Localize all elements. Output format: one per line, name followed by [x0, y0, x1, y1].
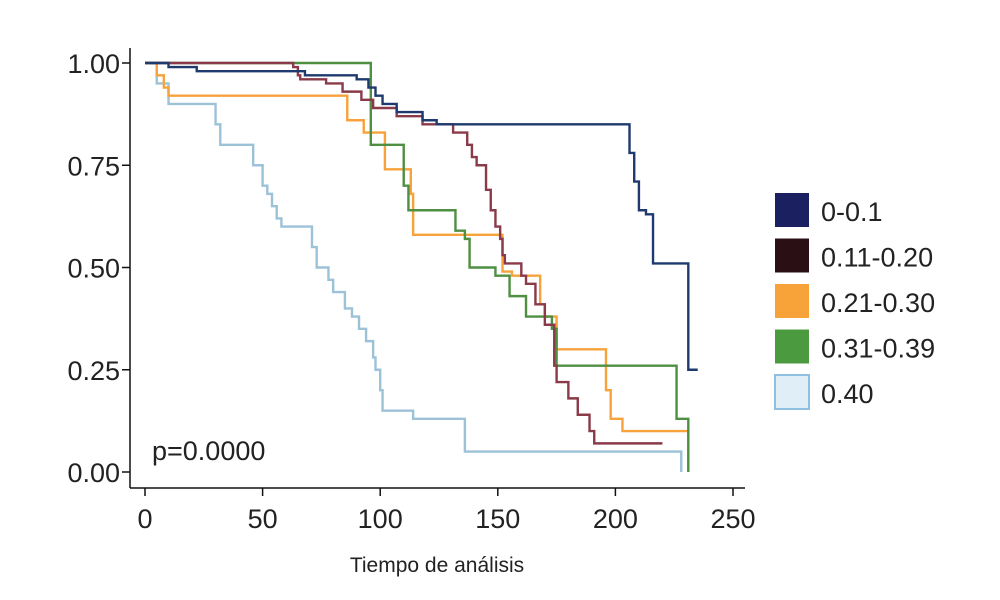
- legend-label: 0.40: [821, 379, 874, 409]
- series-layer: [145, 61, 698, 472]
- chart-axes: [129, 48, 745, 489]
- y-tick-label: 0.00: [67, 458, 120, 488]
- series-line-0.11-0.20: [145, 61, 663, 445]
- y-tick-label: 0.25: [67, 356, 120, 386]
- series-line-0.21-0.30: [145, 61, 690, 472]
- x-tick-label: 50: [248, 504, 278, 534]
- series-line-0.31-0.39: [145, 61, 690, 472]
- legend-label: 0.11-0.20: [821, 243, 933, 273]
- legend-swatch: [775, 193, 809, 227]
- legend-swatch: [774, 374, 810, 410]
- x-tick-label: 150: [475, 504, 520, 534]
- x-tick-label: 200: [593, 504, 638, 534]
- x-axis-title: Tiempo de análisis: [350, 554, 524, 577]
- x-tick-label: 0: [137, 504, 152, 534]
- series-line-0-0.1: [145, 61, 698, 371]
- y-ticks: 0.00 0.25 0.50 0.75 1.00: [67, 49, 130, 488]
- x-tick-label: 250: [710, 504, 755, 534]
- legend: 0-0.1 0.11-0.20 0.21-0.30 0.31-0.39 0.40: [774, 193, 935, 410]
- p-value-annotation: p=0.0000: [152, 436, 265, 466]
- y-tick-label: 1.00: [67, 49, 120, 79]
- y-tick-label: 0.75: [67, 151, 120, 181]
- legend-label: 0-0.1: [821, 197, 883, 227]
- legend-label: 0.21-0.30: [821, 288, 935, 318]
- legend-swatch: [775, 329, 809, 364]
- legend-swatch: [775, 284, 809, 318]
- legend-swatch: [775, 238, 809, 273]
- legend-label: 0.31-0.39: [821, 334, 935, 364]
- x-ticks: 0 50 100 150 200 250: [137, 488, 756, 534]
- series-line-0.40: [145, 61, 683, 472]
- y-tick-label: 0.50: [67, 254, 120, 284]
- x-tick-label: 100: [358, 504, 403, 534]
